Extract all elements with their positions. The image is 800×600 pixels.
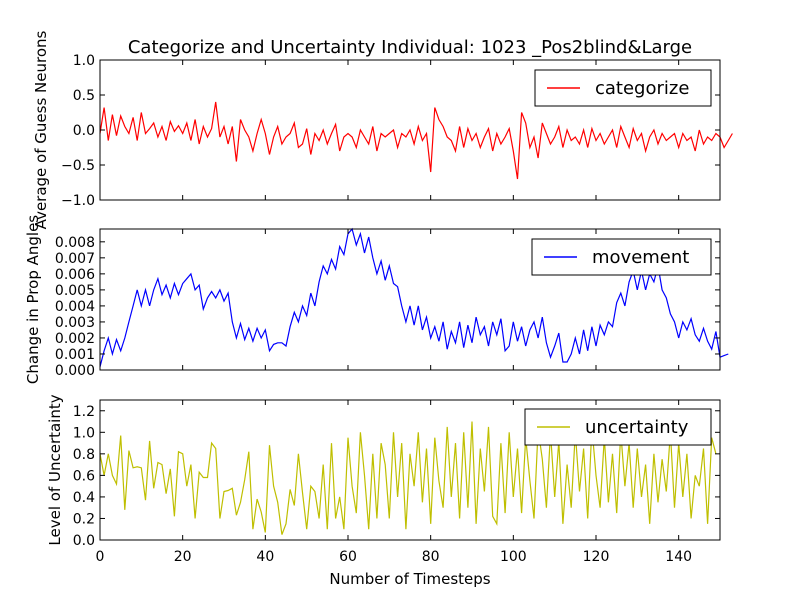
x-axis-label: Number of Timesteps [329,570,490,588]
y-tick-label: 0.8 [73,447,95,463]
x-tick-label: 20 [174,549,192,565]
legend-label: uncertainty [585,417,689,438]
categorize-panel: −1.0 −0.5 0.0 0.5 1.0 Average of Guess Neuron… [32,30,733,229]
y-tick-label: 0.2 [73,511,95,527]
legend-box [531,238,712,276]
legend: uncertainty [524,408,712,446]
y-tick-label: 1.0 [73,53,95,69]
y-tick-label: 1.2 [73,404,95,420]
y-axis-label: Average of Guess Neurons [32,30,50,229]
x-tick-label: 0 [96,549,105,565]
y-axis-label: Level of Uncertainty [46,394,64,545]
x-tick-label: 60 [339,549,357,565]
y-tick-label: 0.0 [73,533,95,549]
y-tick-label: 0.006 [55,267,95,283]
uncertainty-series-line [99,421,717,535]
legend: movement [531,238,712,276]
x-tick-label: 120 [583,549,610,565]
y-tick-label: 0.007 [55,251,95,267]
y-tick-label: 0.002 [55,331,95,347]
y-tick-label: 1.0 [73,425,95,441]
x-tick-label: 100 [500,549,527,565]
y-tick-label: 0.4 [73,490,95,506]
legend-label: categorize [595,78,689,99]
x-ticks: 0 20 40 60 80 100 120 140 [96,549,692,565]
movement-series-line [99,227,729,367]
x-tick-label: 40 [256,549,274,565]
y-tick-label: 0.0 [73,123,95,139]
y-tick-label: −0.5 [61,158,95,174]
y-axis-label: Change in Prop Angles [24,215,42,384]
y-tick-label: 0.008 [55,235,95,251]
y-tick-label: 0.000 [55,363,95,379]
legend: categorize [534,69,712,107]
y-tick-label: 0.004 [55,299,95,315]
y-tick-label: 0.003 [55,315,95,331]
legend-label: movement [592,247,689,268]
axes-frame [99,399,721,541]
x-tick-label: 140 [665,549,692,565]
y-tick-label: 0.001 [55,347,95,363]
y-tick-label: 0.5 [73,88,95,104]
y-tick-label: 0.6 [73,468,95,484]
y-tick-label: 0.005 [55,283,95,299]
y-tick-label: −1.0 [61,193,95,209]
movement-panel: 0.0000.0010.0020.0030.0040.0050.0060.007… [24,215,729,384]
axes-frame [99,228,721,371]
x-tick-label: 80 [422,549,440,565]
chart-title: Categorize and Uncertainty Individual: 1… [128,37,692,58]
panels: −1.0 −0.5 0.0 0.5 1.0 Average of Guess Neuron… [24,30,733,549]
uncertainty-panel: 0.0 0.2 0.4 0.6 0.8 1.0 1.2 Level of Uncertaint… [46,394,721,549]
categorize-series-line [99,101,733,180]
